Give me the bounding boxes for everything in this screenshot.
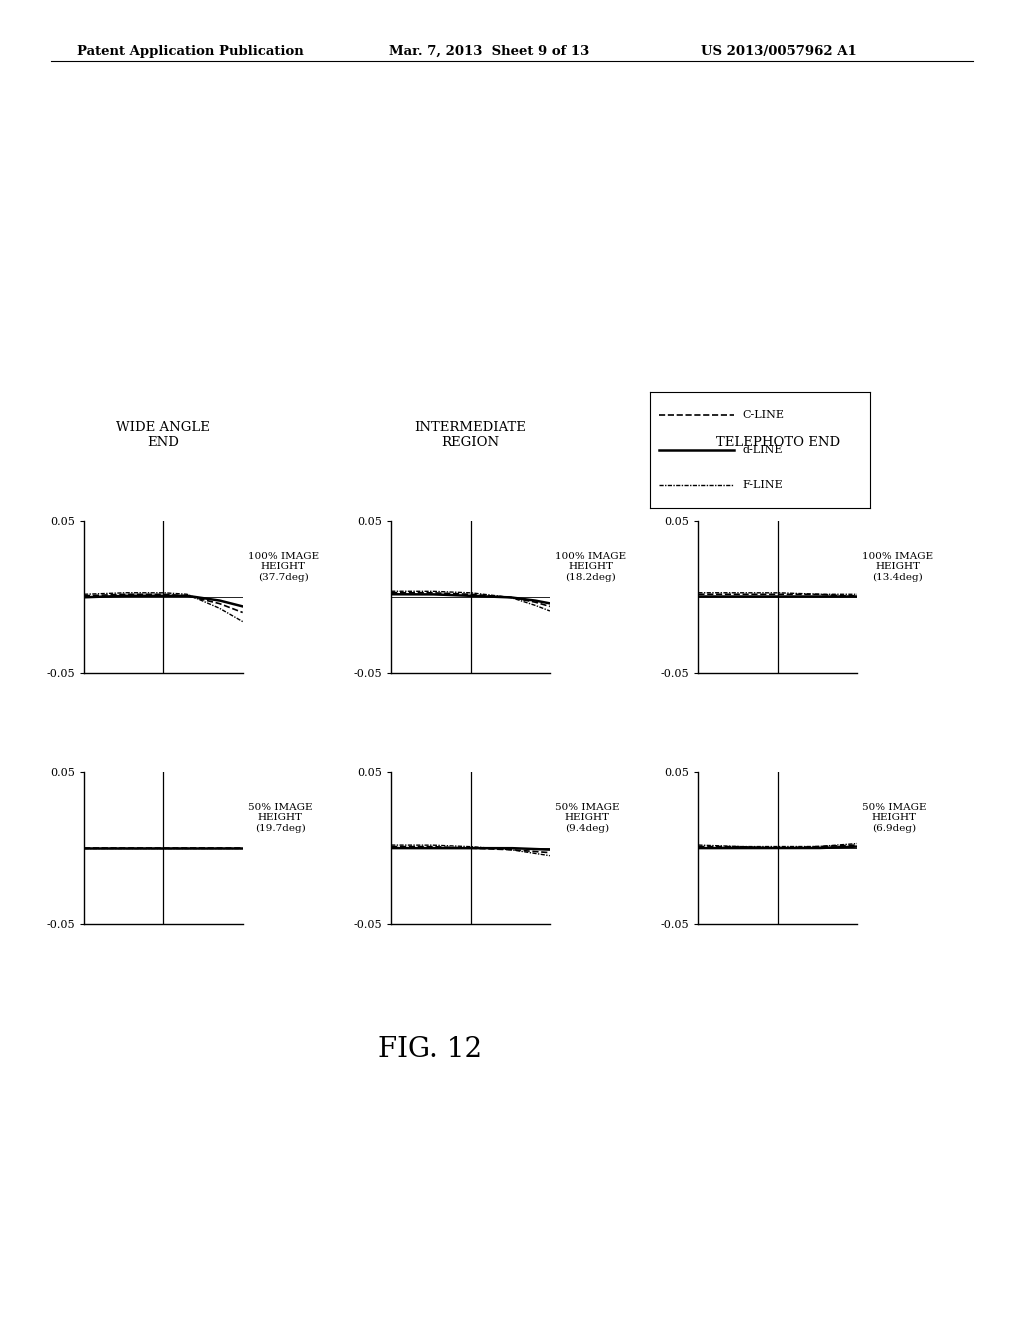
Text: FIG. 12: FIG. 12 [378,1036,482,1063]
Text: TELEPHOTO END: TELEPHOTO END [716,436,840,449]
Text: WIDE ANGLE
END: WIDE ANGLE END [117,421,210,449]
Text: 50% IMAGE
HEIGHT
(19.7deg): 50% IMAGE HEIGHT (19.7deg) [248,803,312,833]
Text: C-LINE: C-LINE [742,411,784,420]
Text: 100% IMAGE
HEIGHT
(13.4deg): 100% IMAGE HEIGHT (13.4deg) [862,552,933,582]
Text: Patent Application Publication: Patent Application Publication [77,45,303,58]
Text: INTERMEDIATE
REGION: INTERMEDIATE REGION [415,421,526,449]
Text: F-LINE: F-LINE [742,480,783,490]
Text: d-LINE: d-LINE [742,445,783,455]
Text: Mar. 7, 2013  Sheet 9 of 13: Mar. 7, 2013 Sheet 9 of 13 [389,45,590,58]
Text: US 2013/0057962 A1: US 2013/0057962 A1 [701,45,857,58]
Text: 100% IMAGE
HEIGHT
(37.7deg): 100% IMAGE HEIGHT (37.7deg) [248,552,318,582]
Text: 50% IMAGE
HEIGHT
(9.4deg): 50% IMAGE HEIGHT (9.4deg) [555,803,620,833]
Text: 100% IMAGE
HEIGHT
(18.2deg): 100% IMAGE HEIGHT (18.2deg) [555,552,626,582]
Text: 50% IMAGE
HEIGHT
(6.9deg): 50% IMAGE HEIGHT (6.9deg) [862,803,927,833]
